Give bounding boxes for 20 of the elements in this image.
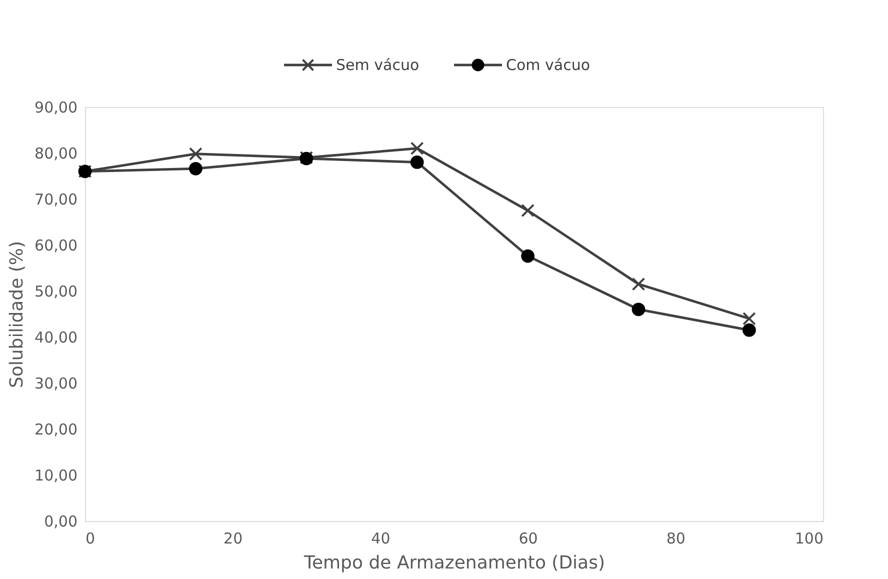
y-tick-label: 10,00: [34, 466, 78, 484]
y-tick-label: 50,00: [34, 282, 78, 300]
y-tick-label: 90,00: [34, 98, 78, 116]
y-tick-label: 40,00: [34, 328, 78, 346]
y-tick-label: 70,00: [34, 190, 78, 208]
y-tick-label: 20,00: [34, 420, 78, 438]
x-tick-label: 40: [371, 530, 390, 548]
legend-label: Sem vácuo: [336, 56, 420, 74]
x-axis-title: Tempo de Armazenamento (Dias): [303, 552, 605, 574]
legend-label: Com vácuo: [506, 56, 590, 74]
x-tick-label: 100: [794, 530, 824, 548]
y-tick-label: 80,00: [34, 144, 78, 162]
y-axis-title: Solubilidade (%): [6, 240, 28, 388]
x-tick-label: 60: [518, 530, 538, 548]
x-tick-label: 0: [86, 530, 96, 548]
x-tick-label: 80: [666, 530, 686, 548]
y-tick-label: 30,00: [34, 374, 78, 392]
x-tick-label: 20: [224, 530, 243, 548]
y-tick-label: 60,00: [34, 236, 78, 254]
y-tick-label: 0,00: [44, 512, 78, 530]
